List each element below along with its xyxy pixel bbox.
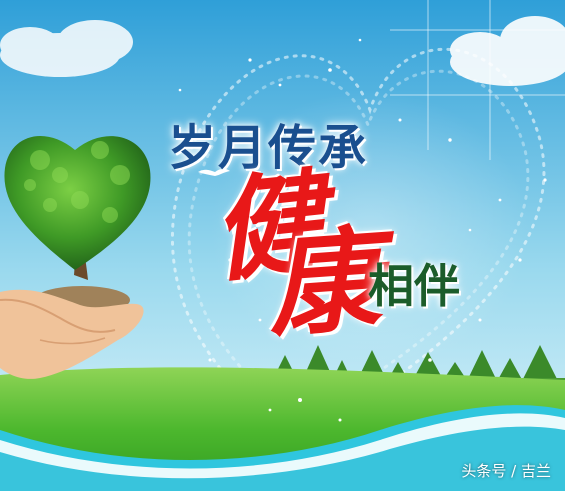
subhead: 相伴 [368,259,460,313]
hands [0,289,144,379]
headline: 岁月传承 [168,120,369,176]
wave-band [0,426,565,491]
watermark: 头条号 / 吉兰 [461,462,551,480]
bird [198,168,230,176]
cloud-right [450,16,565,86]
cloud-left [0,20,133,77]
emphasis-char-2: 康 [263,214,385,353]
sparkles [178,38,547,422]
